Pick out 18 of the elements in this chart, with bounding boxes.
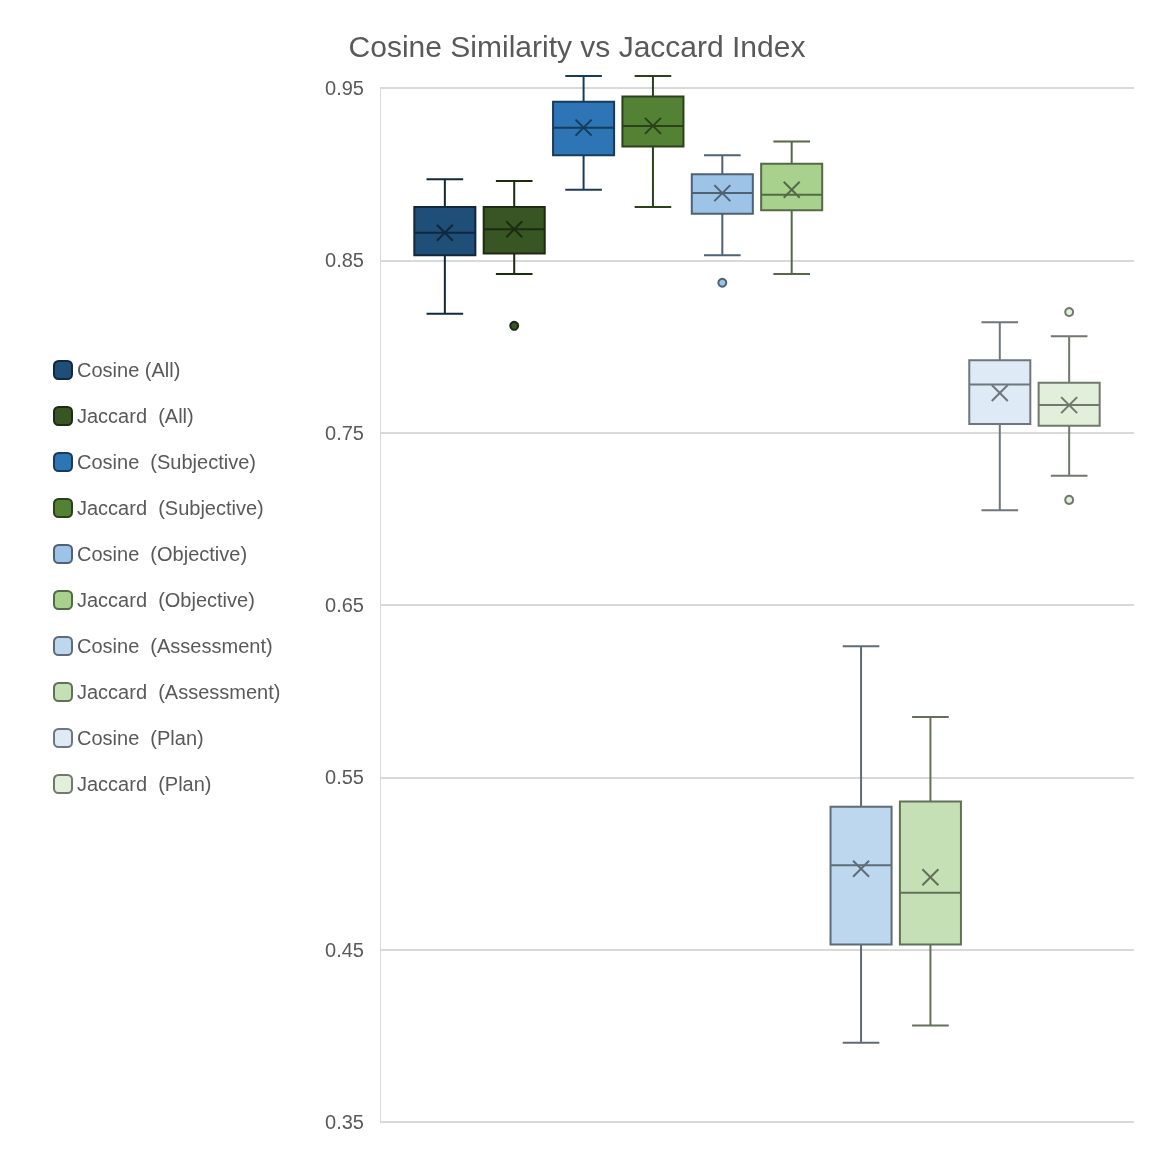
y-tick-label: 0.35: [325, 1111, 364, 1133]
y-tick-label: 0.45: [325, 938, 364, 961]
legend-label: Cosine (Objective): [77, 543, 248, 565]
legend-label: Jaccard (Assessment): [77, 681, 281, 703]
legend-label: Jaccard (All): [77, 405, 194, 427]
y-tick-label: 0.85: [325, 249, 364, 272]
y-tick-label: 0.55: [325, 766, 364, 789]
y-tick-label: 0.65: [325, 594, 364, 616]
y-tick-label: 0.75: [325, 421, 364, 444]
legend-label: Cosine (All): [77, 359, 181, 381]
legend-label: Jaccard (Subjective): [77, 497, 264, 519]
legend-label: Jaccard (Objective): [77, 589, 255, 611]
legend-label: Cosine (Assessment): [77, 635, 273, 657]
legend-label: Cosine (Subjective): [77, 451, 256, 473]
chart-title: Cosine Similarity vs Jaccard Index: [348, 29, 806, 63]
legend-label: Jaccard (Plan): [77, 773, 212, 795]
y-tick-label: 0.95: [325, 77, 364, 99]
legend-label: Cosine (Plan): [77, 727, 204, 749]
